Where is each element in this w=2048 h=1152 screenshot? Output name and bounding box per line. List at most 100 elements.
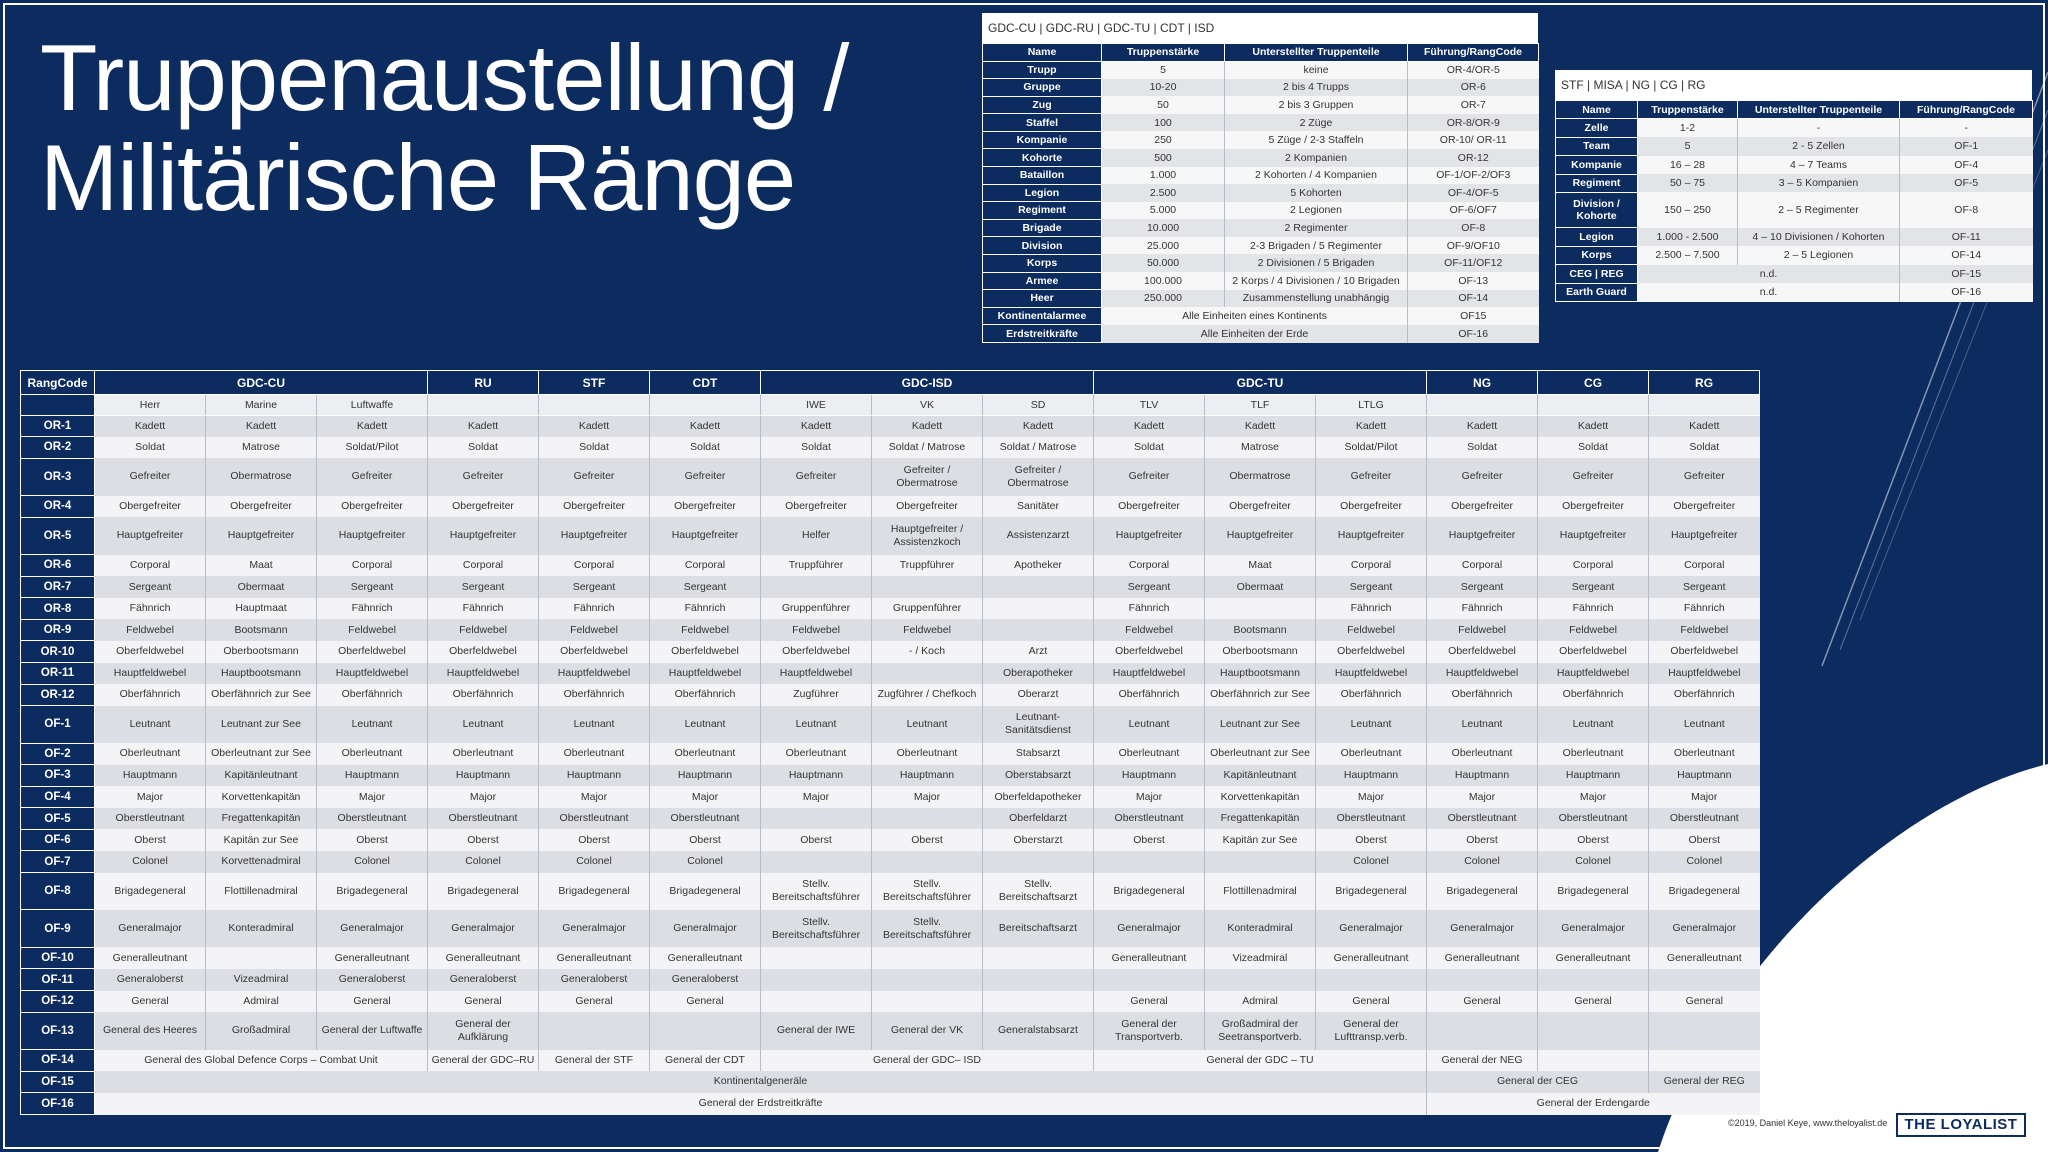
rank-name: Generalmajor xyxy=(1426,909,1538,948)
rank-name: Maat xyxy=(205,554,317,577)
column-header: Name xyxy=(982,43,1102,62)
rank-name: Gruppenführer xyxy=(871,597,983,620)
rank-name: Major xyxy=(871,786,983,808)
rank-name: Oberarzt xyxy=(982,684,1094,706)
rank-name: Gefreiter xyxy=(1093,458,1205,496)
unit-row: Brigade 10.000 2 Regimenter OF-8 xyxy=(982,218,1539,238)
rank-name: Generalmajor xyxy=(94,909,206,948)
rank-name: Sergeant xyxy=(1314,576,1427,598)
rank-name: Konteradmiral xyxy=(205,909,317,948)
rank-name: Matrose xyxy=(1204,436,1316,459)
rank-name: Generalleutnant xyxy=(94,947,206,969)
unit-row: Heer 250.000 Zusammenstellung unabhängig OF… xyxy=(982,289,1539,308)
unit-cell: keine xyxy=(1224,61,1408,79)
rank-name: Hauptbootsmann xyxy=(205,662,317,685)
rank-name: Oberstleutnant xyxy=(538,807,650,830)
rank-name: Leutnant xyxy=(538,705,650,744)
rank-name xyxy=(871,807,983,830)
title: Truppenaustellung / Militärische Ränge xyxy=(40,28,849,228)
unit-cell: OF-4/OF-5 xyxy=(1407,184,1539,202)
rank-name: Major xyxy=(1537,786,1649,808)
rank-row: OR-10 Oberfeldwebel Oberbootsmann Oberfeldw… xyxy=(20,640,1760,664)
unit-cell: OF-16 xyxy=(1899,283,2033,302)
rank-name xyxy=(1204,597,1316,620)
group-header: RangCode xyxy=(20,369,95,396)
rank-name: Hauptmann xyxy=(1537,764,1649,787)
rank-name: Colonel xyxy=(1537,850,1649,873)
rank-name: Oberfeldwebel xyxy=(760,640,872,663)
rank-name: Oberfähnrich xyxy=(427,684,539,706)
rank-name: Gefreiter xyxy=(760,458,872,496)
rank-name: Oberst xyxy=(871,829,983,851)
sub-header: IWE xyxy=(760,394,872,416)
rank-name: Fähnrich xyxy=(1426,597,1538,620)
logo: THE LOYALIST xyxy=(1896,1113,2026,1137)
rank-name: Hauptmann xyxy=(427,764,539,787)
rank-name: Oberleutnant zur See xyxy=(1204,743,1316,765)
rank-name: General xyxy=(1648,990,1760,1013)
rank-name: Generaloberst xyxy=(427,968,539,991)
rank-name: Soldat / Matrose xyxy=(871,436,983,459)
rank-name: Oberleutnant xyxy=(649,743,761,765)
rank-name: Kapitän zur See xyxy=(1204,829,1316,851)
rank-code: OR-12 xyxy=(20,683,95,707)
unit-cell: Zusammenstellung unabhängig xyxy=(1224,289,1408,308)
unit-cell: 3 – 5 Kompanien xyxy=(1737,174,1900,193)
rank-code: OF-16 xyxy=(20,1092,95,1115)
rank-name: Apotheker xyxy=(982,554,1094,577)
rank-name: Leutnant-Sanitätsdienst xyxy=(982,705,1094,744)
sub-header: SD xyxy=(982,394,1094,416)
rank-name: Obergefreiter xyxy=(871,495,983,518)
rank-name: Hauptfeldwebel xyxy=(1648,662,1760,685)
unit-name: Zug xyxy=(982,95,1102,115)
rank-name xyxy=(760,968,872,991)
rank-name: Kadett xyxy=(205,415,317,437)
rank-code: OF-15 xyxy=(20,1070,95,1094)
unit-name: Earth Guard xyxy=(1555,282,1638,302)
rank-name: General xyxy=(1426,990,1538,1013)
unit-cell: 250.000 xyxy=(1101,289,1225,308)
rank-name xyxy=(538,1012,650,1050)
rank-name: Stellv. Bereitschaftsführer xyxy=(760,872,872,910)
unit-cell: OR-8/OR-9 xyxy=(1407,113,1539,132)
unit-row: Trupp 5 keine OR-4/OR-5 xyxy=(982,60,1539,80)
unit-name: Brigade xyxy=(982,218,1102,238)
rank-name: Hauptfeldwebel xyxy=(316,662,428,685)
rank-name: Gefreiter xyxy=(94,458,206,496)
rank-name: General der STF xyxy=(538,1049,650,1072)
rank-row: OR-9 Feldwebel Bootsmann Feldwebel Feldwebel… xyxy=(20,618,1760,642)
unit-cell: OR-4/OR-5 xyxy=(1407,61,1539,79)
rank-name: Fähnrich xyxy=(427,597,539,620)
rank-name: Brigadegeneral xyxy=(538,872,650,910)
rank-name: Hauptmann xyxy=(649,764,761,787)
rank-name: Oberst xyxy=(1093,829,1205,851)
rank-name xyxy=(1537,968,1649,991)
unit-cell: - xyxy=(1899,118,2033,138)
unit-row: Earth Guard n.d. OF-16 xyxy=(1555,282,2033,302)
rank-name: Major xyxy=(760,786,872,808)
rank-name: Bootsmann xyxy=(205,619,317,641)
rank-code: OF-11 xyxy=(20,968,95,992)
unit-row: Zelle 1-2- - xyxy=(1555,118,2033,138)
header-row: Name Truppenstärke Unterstellter Truppente… xyxy=(1555,99,2033,120)
rank-code: OR-6 xyxy=(20,554,95,577)
unit-cell: 100.000 xyxy=(1101,272,1225,290)
sub-header xyxy=(1537,394,1649,416)
rank-name: Sergeant xyxy=(649,576,761,598)
rank-name: Fähnrich xyxy=(1093,597,1205,620)
unit-cell: 16 – 28 xyxy=(1637,155,1738,175)
rank-name: Generalmajor xyxy=(316,909,428,948)
rank-name: Major xyxy=(649,786,761,808)
rank-name: Sanitäter xyxy=(982,495,1094,518)
rank-name: Stellv. Bereitschaftsführer xyxy=(760,909,872,948)
rank-name: General der GDC–RU xyxy=(427,1049,539,1072)
rank-name: Soldat/Pilot xyxy=(316,436,428,459)
rank-name: Soldat xyxy=(1426,436,1538,459)
group-header: GDC-TU xyxy=(1092,369,1428,396)
rank-name: Oberleutnant xyxy=(94,743,206,765)
rank-name: Soldat xyxy=(1648,436,1760,459)
rank-name: Brigadegeneral xyxy=(1093,872,1205,910)
rank-code: OR-5 xyxy=(20,516,95,556)
rank-name: Leutnant xyxy=(1426,705,1538,744)
rank-name: Obergefreiter xyxy=(1314,495,1427,518)
